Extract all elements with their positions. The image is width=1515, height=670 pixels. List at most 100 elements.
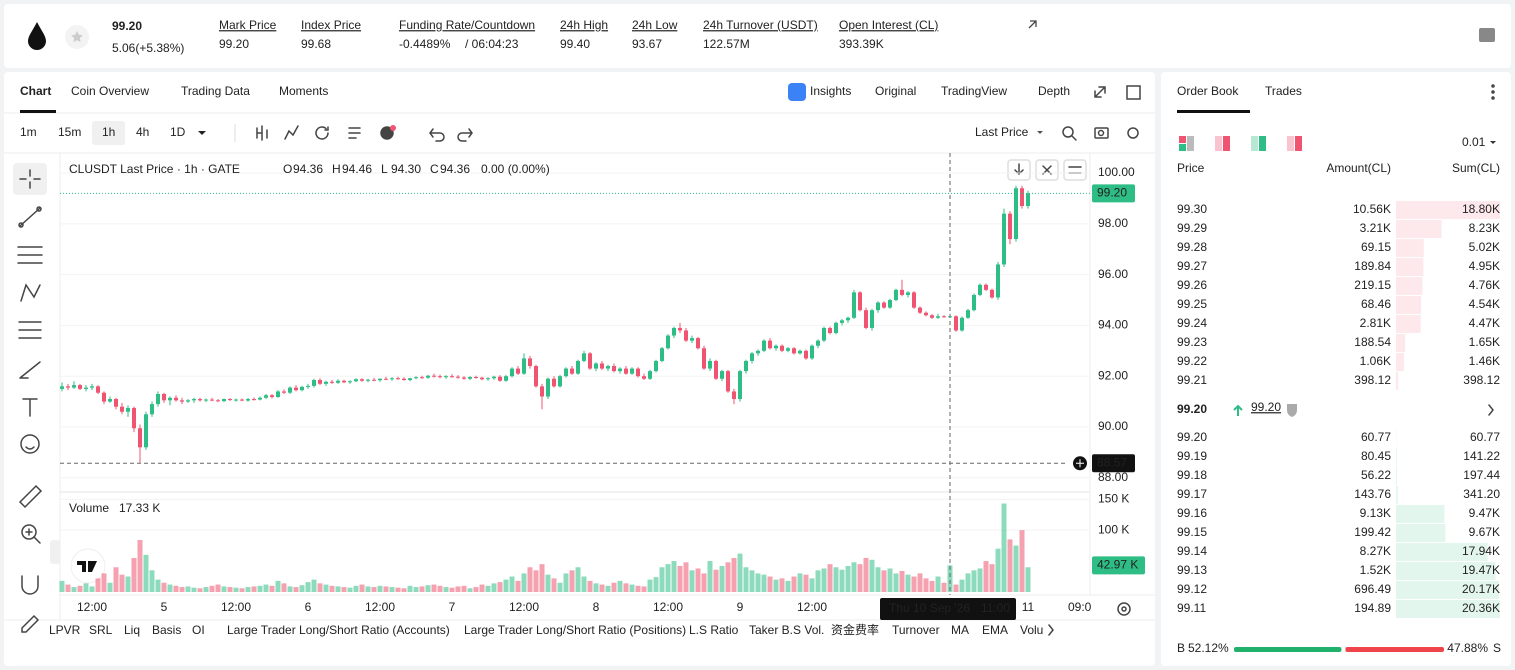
candle-body <box>690 338 694 341</box>
volume-bar <box>341 587 347 592</box>
ob-amount: 1.06K <box>1360 354 1391 368</box>
ob-sum: 341.20 <box>1463 487 1500 501</box>
indicator[interactable]: 资金费率 <box>831 622 879 637</box>
x-tick-label: 12:00 <box>509 600 539 614</box>
indicator[interactable]: OI <box>192 623 205 637</box>
candle-body <box>1026 193 1030 207</box>
tick-caret[interactable] <box>1490 141 1496 144</box>
volume-bar <box>89 586 95 592</box>
price-type[interactable]: Last Price <box>975 125 1029 139</box>
indicator[interactable]: Taker B.S Vol. <box>749 623 824 637</box>
candle-body <box>156 393 160 405</box>
candle-body <box>612 366 616 372</box>
ob-last-price: 99.20 <box>1177 402 1207 416</box>
header-icon[interactable] <box>1479 28 1495 42</box>
tab[interactable]: Chart <box>20 84 51 98</box>
candle-body <box>450 376 454 378</box>
tab[interactable]: Moments <box>279 84 328 98</box>
interval[interactable]: 1D <box>170 125 186 139</box>
indicator[interactable]: Volu <box>1020 623 1043 637</box>
volume-bar <box>233 587 239 592</box>
volume-bar <box>749 570 755 592</box>
view-tab[interactable]: Insights <box>810 84 851 98</box>
candle-body <box>966 310 970 318</box>
volume-bar <box>251 586 257 592</box>
buy-ratio: 52.12% <box>1188 641 1229 655</box>
ob-sum: 18.80K <box>1462 202 1500 216</box>
legend-value: 94.36 <box>293 162 323 176</box>
indicator[interactable]: SRL <box>89 623 113 637</box>
collapse-toolbar[interactable] <box>50 540 60 564</box>
dropdown-caret[interactable] <box>198 131 206 135</box>
candle-body <box>990 289 994 298</box>
candle-body <box>576 360 580 374</box>
volume-bar <box>659 567 665 592</box>
candle-body <box>306 385 310 387</box>
volume-bar <box>887 568 893 592</box>
ob-tab[interactable]: Trades <box>1265 84 1302 98</box>
depth-bar <box>1396 239 1424 257</box>
volume-bar <box>533 570 539 592</box>
indicator[interactable]: Liq <box>124 623 140 637</box>
tool-selected[interactable] <box>13 163 47 195</box>
legend-key: H <box>332 162 341 176</box>
price-change: 5.06(+5.38%) <box>112 41 184 55</box>
indicator[interactable]: Large Trader Long/Short Ratio (Accounts) <box>227 623 450 637</box>
candle-body <box>312 380 316 386</box>
ob-sum: 17.94K <box>1462 544 1500 558</box>
interval[interactable]: 1m <box>20 125 37 139</box>
candle-body <box>180 400 184 402</box>
candle-body <box>600 363 604 369</box>
volume-bar <box>125 576 131 592</box>
interval-selected[interactable] <box>92 121 125 145</box>
candle-body <box>504 376 508 381</box>
volume-bar <box>509 576 515 592</box>
volume-bar <box>455 586 461 592</box>
crosshair-time: 11:00 <box>981 601 1010 615</box>
interval[interactable]: 4h <box>136 125 149 139</box>
price-type-caret[interactable] <box>1037 131 1043 134</box>
depth-bar <box>1396 505 1445 523</box>
indicator[interactable]: Turnover <box>892 623 940 637</box>
volume-bar <box>755 573 761 592</box>
volume-bar <box>821 568 827 592</box>
interval[interactable]: 15m <box>58 125 81 139</box>
view-tab[interactable]: Original <box>875 84 916 98</box>
ob-tab[interactable]: Order Book <box>1177 84 1239 98</box>
stat-value: / 06:04:23 <box>465 37 519 51</box>
crosshair-time-tag <box>880 598 1016 620</box>
candle-body <box>918 307 922 313</box>
interval[interactable]: 1h <box>102 125 115 139</box>
tab[interactable]: Coin Overview <box>71 84 149 98</box>
indicator[interactable]: EMA <box>982 623 1008 637</box>
stat-value: 122.57M <box>703 37 750 51</box>
crosshair-date: Thu 10 Sep '26 <box>889 601 970 615</box>
indicator[interactable]: MA <box>951 623 969 637</box>
indicator[interactable]: LPVR <box>49 623 81 637</box>
ob-price: 99.20 <box>1177 430 1207 444</box>
depth-bar <box>1396 467 1398 485</box>
candle-body <box>468 376 472 379</box>
candle-body <box>354 379 358 382</box>
view-tab[interactable]: TradingView <box>941 84 1007 98</box>
candle-body <box>150 404 154 415</box>
volume-bar <box>275 580 281 592</box>
indicator[interactable]: Basis <box>152 623 181 637</box>
indicator[interactable]: Large Trader Long/Short Ratio (Positions… <box>464 623 686 637</box>
volume-bar <box>131 557 137 592</box>
volume-bar <box>425 585 431 592</box>
drawing-tools <box>17 169 43 633</box>
volume-bar <box>299 585 305 592</box>
candle-body <box>144 414 148 448</box>
candle-body <box>216 400 220 402</box>
tick-size[interactable]: 0.01 <box>1462 135 1486 149</box>
x-tick-label: 12:00 <box>221 600 251 614</box>
candle-body <box>1002 213 1006 265</box>
volume-bar <box>971 570 977 592</box>
view-tab[interactable]: Depth <box>1038 84 1070 98</box>
candle-body <box>678 327 682 331</box>
sell-ratio: 47.88% <box>1447 641 1488 655</box>
tab[interactable]: Trading Data <box>181 84 250 98</box>
ob-sum: 1.46K <box>1469 354 1500 368</box>
indicator[interactable]: L.S Ratio <box>689 623 739 637</box>
